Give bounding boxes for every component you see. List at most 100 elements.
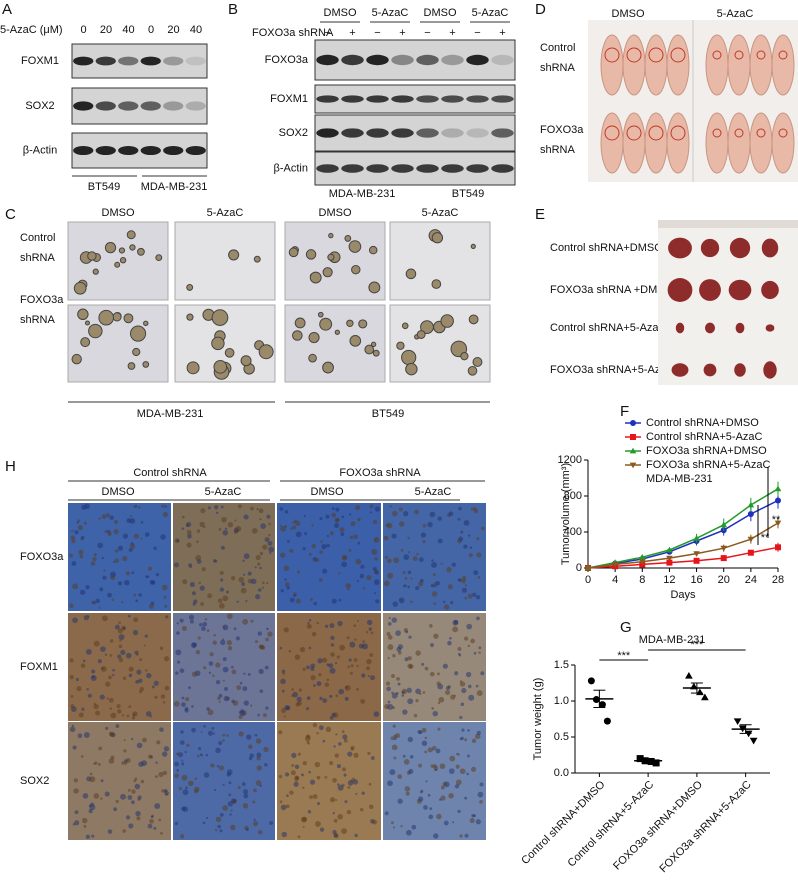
cell bbox=[301, 773, 304, 777]
cell bbox=[129, 514, 133, 518]
cell bbox=[255, 780, 262, 786]
cell bbox=[133, 593, 137, 597]
cell bbox=[391, 692, 398, 699]
cell bbox=[329, 623, 335, 629]
cell bbox=[199, 585, 205, 591]
cell bbox=[469, 817, 475, 824]
cell bbox=[286, 586, 290, 590]
tumor bbox=[703, 363, 717, 377]
cell bbox=[136, 742, 143, 749]
cell bbox=[370, 631, 374, 635]
band bbox=[491, 164, 514, 173]
x-tick-label: FOXO3a shRNA+DMSO bbox=[611, 778, 705, 872]
cell bbox=[135, 599, 139, 603]
cell bbox=[99, 587, 104, 592]
cell bbox=[238, 731, 244, 737]
cell bbox=[347, 588, 350, 591]
cell bbox=[175, 649, 182, 656]
band bbox=[466, 128, 489, 138]
cell bbox=[449, 755, 456, 762]
cell bbox=[247, 673, 251, 676]
cell bbox=[284, 510, 289, 514]
sphere bbox=[132, 347, 141, 357]
cell bbox=[306, 707, 310, 711]
cell bbox=[354, 833, 358, 838]
marker bbox=[693, 551, 700, 557]
cell bbox=[401, 688, 408, 695]
x-tick-label: 16 bbox=[690, 574, 702, 586]
cell bbox=[296, 598, 301, 604]
cell bbox=[302, 825, 305, 828]
cell bbox=[307, 621, 310, 624]
sphere bbox=[104, 242, 117, 254]
sphere bbox=[118, 247, 126, 254]
marker bbox=[685, 671, 693, 679]
tumor bbox=[626, 125, 642, 141]
cell bbox=[475, 819, 481, 825]
cell bbox=[473, 508, 479, 514]
band bbox=[391, 164, 414, 173]
cell bbox=[234, 519, 237, 522]
mouse bbox=[600, 34, 624, 96]
cell bbox=[128, 666, 134, 672]
marker bbox=[744, 730, 753, 738]
cell bbox=[391, 674, 395, 678]
cell bbox=[427, 747, 433, 753]
marker bbox=[693, 535, 700, 541]
cell bbox=[412, 556, 418, 562]
cell bbox=[87, 615, 90, 618]
label: 5-AzaC bbox=[422, 207, 459, 219]
cell bbox=[124, 759, 128, 763]
cell bbox=[195, 554, 202, 561]
sphere bbox=[372, 349, 380, 357]
cell bbox=[281, 689, 285, 693]
cell bbox=[255, 554, 261, 561]
cell bbox=[237, 786, 241, 790]
cell bbox=[387, 657, 390, 660]
cell bbox=[135, 679, 140, 684]
cell bbox=[229, 813, 232, 816]
cell bbox=[128, 705, 132, 709]
cell bbox=[459, 768, 466, 775]
cell bbox=[338, 688, 345, 695]
sphere bbox=[253, 255, 261, 263]
cell bbox=[105, 681, 111, 687]
cell bbox=[330, 635, 335, 641]
cell bbox=[418, 796, 424, 802]
cell bbox=[242, 618, 249, 625]
sphere bbox=[368, 245, 378, 255]
label: MDA-MB-231 bbox=[141, 181, 208, 193]
cell bbox=[187, 534, 192, 539]
legend-label: FOXO3a shRNA+5-AzaC bbox=[646, 459, 770, 471]
series-line bbox=[587, 499, 779, 569]
cell bbox=[428, 814, 434, 820]
cell bbox=[417, 729, 422, 734]
cell bbox=[204, 618, 208, 621]
cell bbox=[128, 823, 134, 829]
cell bbox=[353, 624, 357, 627]
cell bbox=[223, 695, 229, 702]
cell bbox=[293, 594, 296, 597]
cell bbox=[479, 782, 484, 787]
cell bbox=[199, 521, 205, 528]
cell bbox=[399, 521, 405, 527]
sphere bbox=[126, 230, 136, 240]
band bbox=[140, 56, 161, 66]
cell bbox=[396, 646, 402, 652]
cell bbox=[163, 656, 170, 662]
cell bbox=[355, 792, 358, 795]
cell bbox=[106, 697, 109, 700]
cell bbox=[216, 511, 219, 515]
sphere bbox=[71, 353, 82, 365]
legend-label: FOXO3a shRNA+DMSO bbox=[646, 445, 767, 457]
cell bbox=[285, 804, 290, 809]
cell bbox=[93, 793, 100, 799]
cell bbox=[336, 764, 341, 769]
cell bbox=[117, 581, 123, 586]
sphere bbox=[308, 331, 320, 344]
cell bbox=[267, 541, 273, 546]
sphere bbox=[155, 254, 163, 262]
cell bbox=[83, 521, 87, 525]
cell bbox=[317, 658, 323, 664]
cell bbox=[243, 514, 249, 520]
